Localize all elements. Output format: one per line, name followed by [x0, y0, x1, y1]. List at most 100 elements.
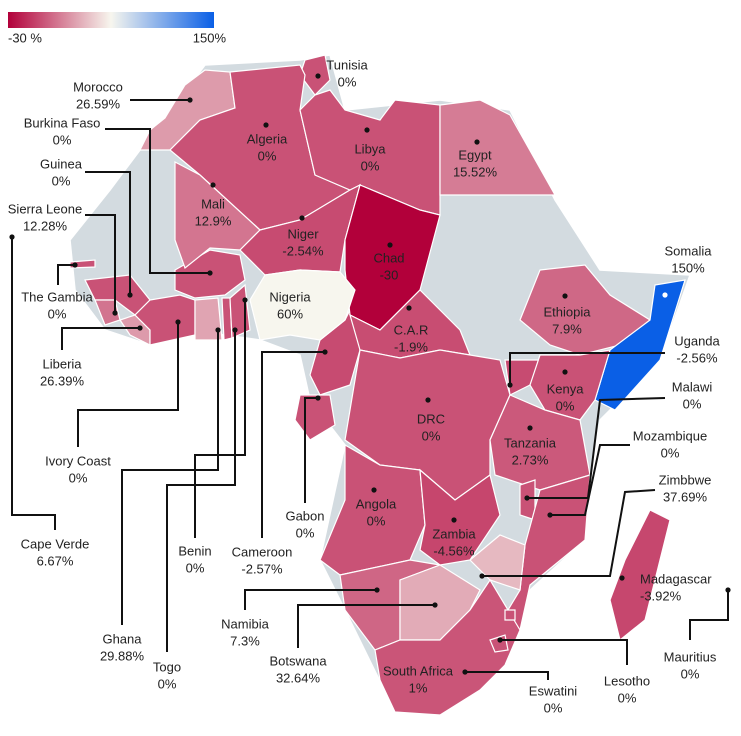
marker-dot	[299, 215, 305, 221]
country-name: Guinea	[40, 156, 83, 171]
marker-dot	[662, 292, 668, 298]
leader-line	[244, 589, 377, 610]
country-shape	[419, 468, 501, 566]
country-value: -2.54%	[282, 243, 324, 258]
marker-dot	[315, 395, 321, 401]
country-name: Kenya	[547, 381, 585, 396]
country-shape	[374, 578, 521, 716]
country-value: 1%	[409, 680, 428, 695]
marker-dot	[425, 397, 431, 403]
country-value: -4.56%	[433, 543, 475, 558]
marker-dot	[387, 242, 393, 248]
country-value: 26.59%	[76, 96, 121, 111]
marker-dot	[451, 517, 457, 523]
leader-line	[85, 171, 131, 295]
country-name: The Gambia	[21, 289, 93, 304]
leader-line	[509, 352, 665, 385]
country-name: Liberia	[42, 356, 82, 371]
leader-line	[297, 604, 435, 648]
country-name: C.A.R	[394, 322, 429, 337]
country-value: 37.69%	[663, 489, 708, 504]
country-name: Botswana	[269, 653, 327, 668]
country-value: 0%	[158, 676, 177, 691]
country-shape	[239, 183, 361, 276]
country-name: Ghana	[102, 631, 142, 646]
marker-dot	[479, 573, 485, 579]
country-shape	[594, 279, 686, 411]
country-value: 7.9%	[552, 321, 582, 336]
country-name: Ethiopia	[544, 304, 592, 319]
leader-line	[527, 397, 666, 499]
country-value: 0%	[53, 132, 72, 147]
leader-line	[105, 128, 210, 274]
country-value: -30	[380, 267, 399, 282]
marker-dot	[263, 122, 269, 128]
leader-line	[85, 214, 116, 313]
labels: Tunisia 0% Morocco 26.59% Burkina Faso 0% Guin…	[8, 57, 721, 715]
country-name: Morocco	[73, 79, 123, 94]
country-value: 0%	[544, 700, 563, 715]
country-name: Niger	[287, 226, 319, 241]
country-name: Libya	[354, 141, 386, 156]
leader-line	[77, 322, 179, 447]
country-name: Zambia	[432, 526, 476, 541]
country-value: 0%	[52, 173, 71, 188]
leader-line	[194, 300, 246, 538]
country-value: 29.88%	[100, 648, 145, 663]
country-value: -1.9%	[394, 339, 428, 354]
marker-dot	[474, 139, 480, 145]
country-value: -2.57%	[241, 561, 283, 576]
leader-line	[57, 264, 75, 285]
leader-line	[121, 330, 219, 625]
leaders	[9, 73, 731, 680]
country-name: Gabon	[285, 508, 324, 523]
country-value: -2.56%	[676, 350, 718, 365]
marker-dot	[322, 349, 328, 355]
country-name: Somalia	[665, 243, 713, 258]
country-name: Eswatini	[529, 683, 578, 698]
marker-dot	[72, 262, 78, 268]
country-name: Malawi	[672, 379, 713, 394]
marker-dot	[527, 425, 533, 431]
leader-line	[465, 671, 549, 680]
country-name: Uganda	[674, 333, 720, 348]
marker-dot	[112, 310, 118, 316]
country-shape	[529, 349, 611, 421]
marker-dot	[137, 325, 143, 331]
country-value: 6.67%	[37, 553, 74, 568]
country-value: 32.64%	[276, 670, 321, 685]
leader-line	[500, 639, 628, 665]
marker-dot	[547, 512, 553, 518]
country-shape	[134, 294, 196, 346]
country-value: 12.9%	[195, 213, 232, 228]
country-value: 0%	[186, 560, 205, 575]
leader-line	[261, 351, 325, 538]
country-name: Madagascar	[640, 571, 712, 586]
legend-min: -30 %	[8, 30, 42, 45]
marker-dot	[315, 73, 321, 79]
country-name: South Africa	[383, 663, 454, 678]
country-value: -3.92%	[640, 588, 682, 603]
country-name: Mauritius	[664, 649, 717, 664]
country-value: 0%	[661, 445, 680, 460]
marker-dot	[406, 305, 412, 311]
leader-line	[166, 330, 236, 652]
marker-dot	[562, 293, 568, 299]
marker-dot	[242, 297, 248, 303]
country-name: Benin	[178, 543, 211, 558]
country-shape	[174, 161, 261, 269]
country-name: Chad	[373, 250, 404, 265]
marker-dot	[364, 127, 370, 133]
country-name: Burkina Faso	[24, 115, 101, 130]
leader-line	[304, 397, 318, 503]
country-value: 7.3%	[230, 633, 260, 648]
country-name: Zimbbwe	[659, 472, 712, 487]
marker-dot	[207, 270, 213, 276]
country-value: 15.52%	[453, 164, 498, 179]
country-value: 0%	[683, 396, 702, 411]
marker-dot	[215, 327, 221, 333]
country-value: 60%	[277, 306, 303, 321]
country-value: 26.39%	[40, 373, 85, 388]
country-value: 0%	[422, 428, 441, 443]
